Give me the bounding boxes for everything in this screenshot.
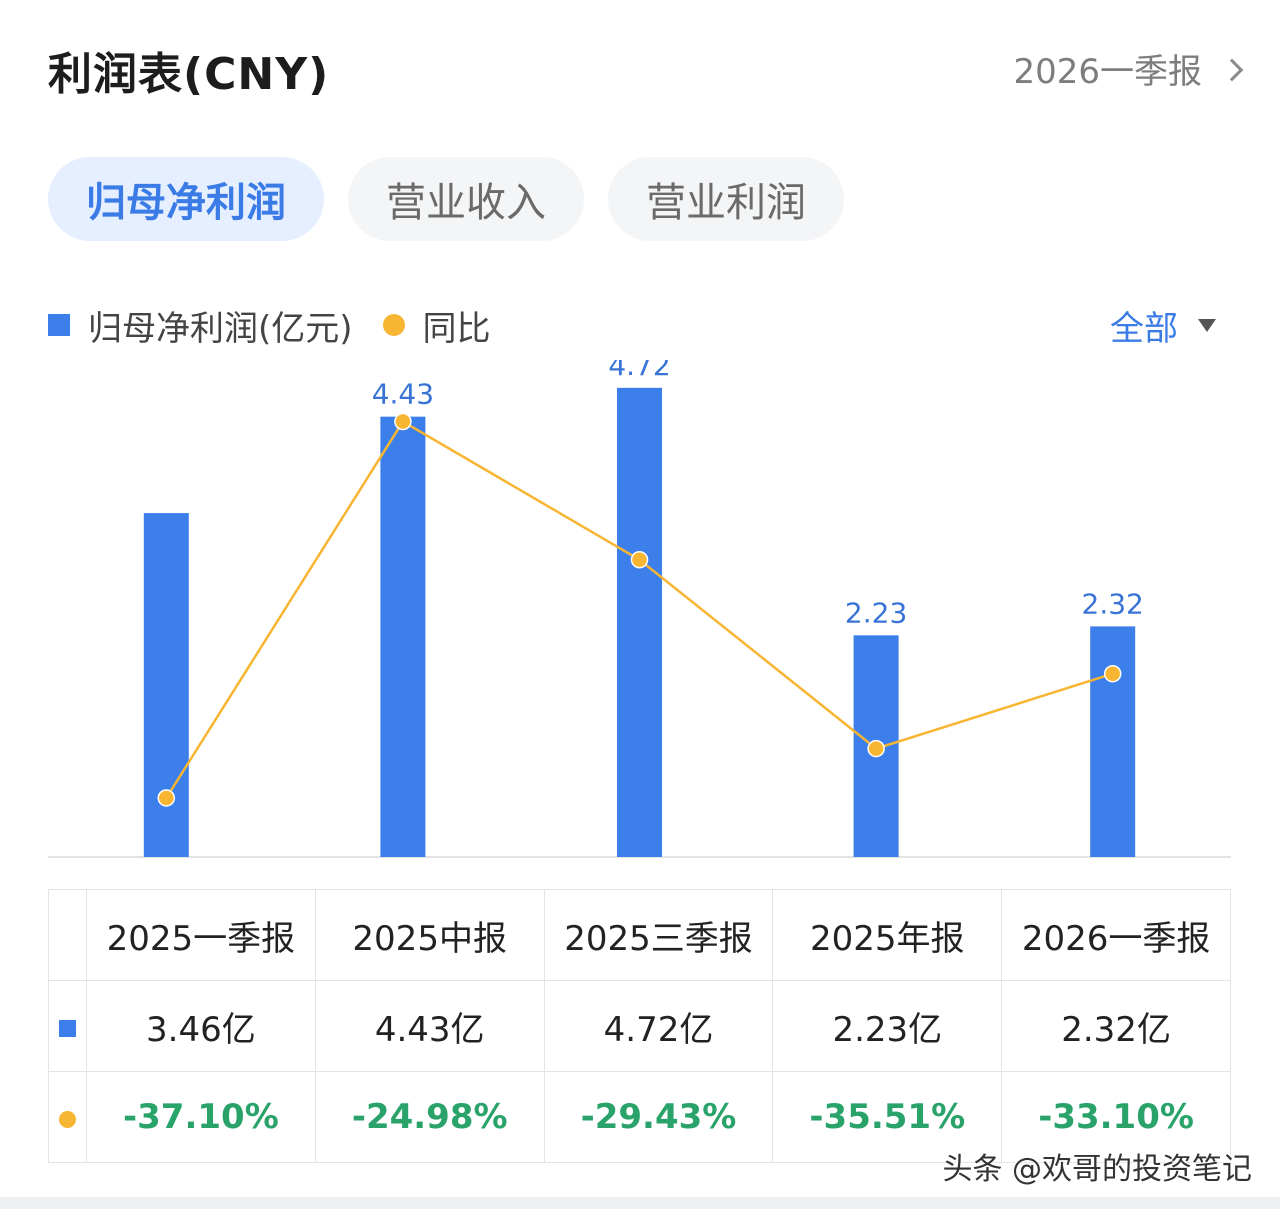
tab-net-profit[interactable]: 归母净利润: [48, 157, 324, 241]
yoy-point: [630, 550, 649, 569]
yoy-point: [1103, 664, 1122, 683]
bottom-band: [0, 1197, 1280, 1209]
bar: [380, 416, 426, 857]
tab-operating-profit[interactable]: 营业利润: [608, 157, 844, 241]
bar-data-label: 2.23: [845, 596, 907, 629]
yoy-value-cell: -29.43%: [543, 1071, 774, 1163]
yoy-value-cell: -37.10%: [86, 1071, 316, 1163]
range-filter-dropdown[interactable]: 全部: [1110, 300, 1216, 350]
yoy-point: [157, 789, 176, 807]
bar: [617, 387, 662, 857]
period-header: 2026一季报: [1001, 889, 1231, 981]
profit-value-cell: 2.23亿: [772, 980, 1003, 1072]
period-header: 2025三季报: [543, 889, 774, 981]
page-title: 利润表(CNY): [48, 49, 330, 100]
profit-value-cell: 3.46亿: [86, 980, 316, 1072]
bar-series-square-icon: [59, 1020, 76, 1037]
caret-down-icon: [1198, 318, 1216, 332]
bar-legend-label: 归母净利润(亿元): [88, 308, 353, 349]
yoy-point: [394, 412, 412, 431]
bar-legend-square-icon: [48, 314, 70, 336]
profit-value-cell: 4.43亿: [314, 980, 545, 1072]
watermark: 头条 @欢哥的投资笔记: [942, 1152, 1252, 1187]
line-legend-label: 同比: [422, 308, 491, 349]
range-filter-label: 全部: [1110, 308, 1178, 349]
period-header: 2025中报: [314, 889, 545, 981]
chevron-right-icon: [1220, 58, 1244, 81]
period-link-label: 2026一季报: [1013, 52, 1202, 92]
bar-data-label: 2.32: [1082, 587, 1144, 620]
metric-tabs: 归母净利润 营业收入 营业利润: [48, 157, 844, 241]
bar-data-label: 4.72: [608, 360, 670, 382]
net-profit-chart: 4.43 4.72 2.23 2.32: [48, 360, 1231, 858]
yoy-point: [867, 739, 885, 758]
line-legend-dot-icon: [382, 314, 405, 336]
bar-data-label: 4.43: [372, 378, 434, 411]
chart-legend: 归母净利润(亿元) 同比: [48, 300, 491, 350]
data-table: 2025一季报 2025中报 2025三季报 2025年报 2026一季报 3.…: [48, 889, 1231, 1163]
yoy-value-cell: -35.51%: [772, 1071, 1003, 1163]
period-selector-link[interactable]: 2026一季报: [1013, 44, 1244, 93]
period-header: 2025一季报: [86, 889, 316, 981]
tab-revenue[interactable]: 营业收入: [348, 157, 584, 241]
yoy-value-cell: -24.98%: [314, 1071, 545, 1163]
period-header: 2025年报: [772, 889, 1003, 981]
line-series-dot-icon: [59, 1111, 76, 1128]
header: 利润表(CNY) 2026一季报: [0, 0, 1280, 130]
profit-value-cell: 2.32亿: [1001, 980, 1231, 1072]
bar: [1090, 626, 1136, 857]
profit-value-cell: 4.72亿: [543, 980, 774, 1072]
yoy-value-cell: -33.10%: [1001, 1071, 1231, 1163]
